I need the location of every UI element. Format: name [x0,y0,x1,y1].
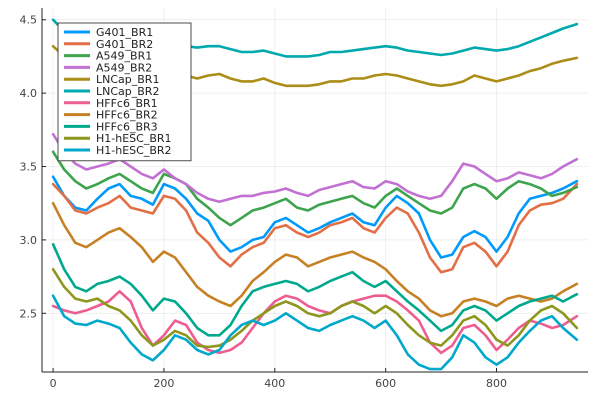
x-tick-labels: 0 200 400 600 800 [50,377,507,390]
series-line-h1-hesc_br2 [51,294,579,371]
legend-label: G401_BR2 [96,38,153,51]
y-tick-label: 3.5 [20,161,38,174]
y-tick-label: 3.0 [20,234,38,247]
series-line-hffc6_br1 [51,289,579,355]
series-line-hffc6_br3 [51,243,579,337]
series-line-h1-hesc_br1 [51,267,579,349]
legend-label: HFFc6_BR3 [96,120,158,133]
series-line-g401_br2 [51,182,579,274]
x-tick-label: 400 [264,377,285,390]
legend-label: H1-hESC_BR2 [96,144,172,157]
x-tick-label: 800 [486,377,507,390]
x-tick-label: 600 [375,377,396,390]
series-line-a549_br2 [51,132,579,203]
legend: G401_BR1G401_BR2A549_BR1A549_BR2LNCap_BR… [57,22,192,162]
legend-label: A549_BR2 [96,61,152,74]
legend-label: G401_BR1 [96,26,153,39]
legend-label: HFFc6_BR2 [96,109,158,122]
legend-label: H1-hESC_BR1 [96,132,172,145]
x-tick-label: 200 [153,377,174,390]
legend-label: LNCap_BR2 [96,85,159,98]
legend-label: LNCap_BR1 [96,73,159,86]
y-tick-labels: 2.5 3.0 3.5 4.0 4.5 [20,14,38,321]
y-tick-label: 4.5 [20,14,38,27]
y-tick-label: 4.0 [20,87,38,100]
series-line-g401_br1 [51,175,579,259]
legend-label: HFFc6_BR1 [96,97,158,110]
series-line-a549_br1 [51,150,579,227]
axes [41,8,588,373]
legend-label: A549_BR1 [96,50,152,63]
series-line-hffc6_br2 [51,201,579,318]
x-tick-label: 0 [50,377,57,390]
y-tick-label: 2.5 [20,307,38,320]
